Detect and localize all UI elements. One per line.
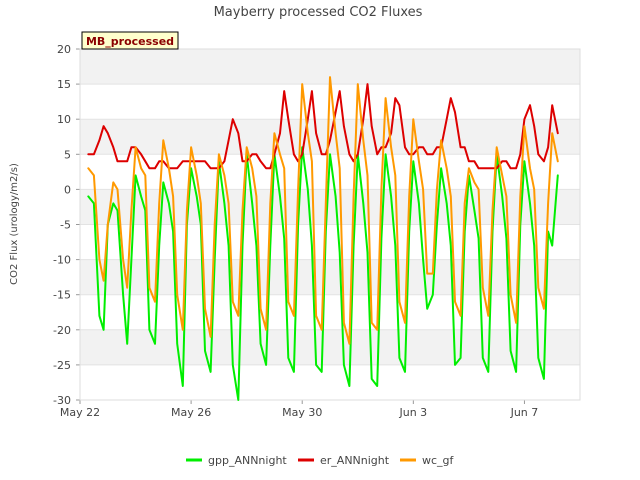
y-tick-label: 10 [57, 113, 71, 126]
y-tick-label: 20 [57, 43, 71, 56]
y-axis-label: CO2 Flux (urology/m2/s) [9, 163, 20, 285]
legend-label-er_ANNnight: er_ANNnight [320, 454, 390, 467]
y-tick-label: -25 [53, 359, 71, 372]
plot-band [80, 294, 580, 330]
x-tick-label: May 26 [171, 406, 211, 419]
y-tick-label: -5 [60, 219, 71, 232]
plot-band [80, 259, 580, 295]
y-tick-label: -10 [53, 254, 71, 267]
series-line-gpp_ANNnight [87, 146, 559, 401]
chart-title: Mayberry processed CO2 Fluxes [214, 5, 423, 20]
x-tick-label: May 22 [60, 406, 100, 419]
plot-band [80, 329, 580, 365]
x-tick-label: Jun 7 [510, 406, 539, 419]
series-line-wc_gf [87, 76, 559, 345]
x-tick-label: May 30 [282, 406, 322, 419]
y-tick-label: 15 [57, 78, 71, 91]
legend: gpp_ANNnight er_ANNnight wc_gf [186, 454, 455, 467]
series-layer [87, 76, 559, 401]
y-tick-label: 0 [64, 183, 71, 196]
badge-box [81, 31, 179, 50]
y-tick-label: -15 [53, 289, 71, 302]
x-tick-label: Jun 3 [398, 406, 427, 419]
plot-band [80, 224, 580, 260]
y-tick-label: -20 [53, 324, 71, 337]
plot-frame [79, 48, 581, 401]
x-axis: May 22 May 26 May 30 Jun 3 Jun 7 [60, 400, 538, 419]
y-tick-label: 5 [64, 148, 71, 161]
legend-label-gpp_ANNnight: gpp_ANNnight [208, 454, 287, 467]
legend-label-wc_gf: wc_gf [422, 454, 455, 467]
badge: MB_processed [81, 31, 179, 50]
plot-band [80, 364, 580, 400]
y-axis: 20 15 10 5 0 -5 -10 -15 -20 -25 -30 [53, 43, 80, 407]
badge-label: MB_processed [86, 35, 174, 48]
y-tick-label: -30 [53, 394, 71, 407]
